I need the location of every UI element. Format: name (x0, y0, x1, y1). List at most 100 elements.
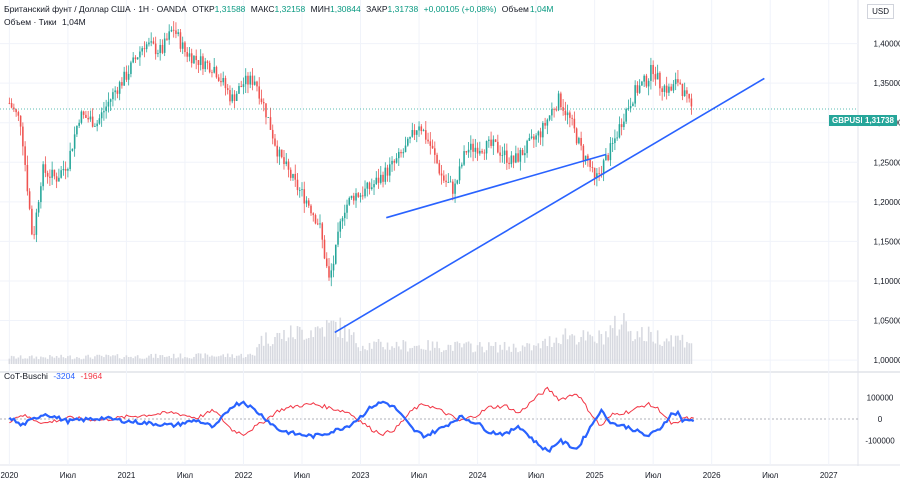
price-tick-label: 1,05000 (874, 317, 900, 326)
volume-legend[interactable]: Объем · Тики 1,04M (4, 17, 89, 27)
volume-bar (161, 355, 164, 364)
candle-body (267, 117, 270, 118)
cot-tick-label: -100000 (865, 437, 895, 446)
candle-body (118, 82, 121, 94)
candle-body (195, 55, 197, 61)
candle-body (625, 108, 627, 122)
candle-body (593, 167, 596, 178)
volume-bar (150, 353, 152, 364)
volume-bar (474, 351, 477, 364)
candle-body (310, 205, 312, 214)
volume-bar (679, 340, 681, 364)
candle-body (382, 174, 384, 182)
candle-body (499, 152, 501, 156)
volume-bar (231, 354, 234, 364)
candle-body (249, 75, 252, 85)
candle-body (560, 93, 562, 108)
volume-bar (58, 357, 60, 364)
candle-body (125, 71, 128, 80)
volume-bar (591, 336, 594, 364)
candle-body (231, 94, 234, 102)
candle-body (280, 149, 283, 158)
volume-bar (575, 344, 578, 364)
candle-body (24, 146, 26, 165)
candle-body (535, 135, 537, 140)
candle-body (265, 103, 267, 118)
volume-bar (28, 356, 31, 364)
volume-bar (582, 330, 585, 364)
candle-body (670, 86, 672, 91)
volume-bar (49, 355, 51, 364)
volume-bar (350, 334, 353, 364)
volume-bar (40, 356, 42, 364)
candle-body (199, 56, 202, 65)
cot-legend[interactable]: CoT-Buschi -3204 -1964 (4, 371, 105, 381)
candle-body (690, 98, 693, 107)
candle-body (425, 130, 427, 140)
candle-body (301, 189, 303, 191)
currency-button[interactable]: USD (867, 4, 894, 19)
volume-bar (62, 357, 65, 364)
candle-body (452, 181, 454, 194)
candle-body (519, 149, 522, 162)
candle-body (494, 139, 497, 142)
symbol-title[interactable]: Британский фунт / Доллар США · 1Н · OAND… (4, 4, 187, 14)
trendlines[interactable] (334, 77, 765, 334)
volume-bar (508, 346, 510, 364)
candle-body (566, 112, 569, 116)
candle-body (350, 195, 353, 198)
candle-body (100, 112, 103, 119)
volume-bar (260, 335, 263, 364)
candle-body (645, 75, 648, 87)
volume-bar (530, 350, 533, 364)
candle-body (316, 223, 319, 225)
volume-bar (409, 348, 411, 364)
volume-bar (44, 357, 47, 364)
candle-body (616, 137, 618, 139)
volume-bar (393, 347, 396, 364)
candle-body (46, 172, 49, 177)
candle-body (337, 231, 339, 245)
candle-body (258, 86, 261, 99)
volume-bar (303, 339, 306, 364)
candle-body (686, 90, 688, 94)
volume-bar (537, 343, 540, 364)
candle-body (377, 177, 380, 183)
candle-body (244, 75, 247, 85)
candle-body (440, 173, 443, 176)
volume-bar (483, 352, 486, 364)
candle-body (515, 153, 517, 163)
candle-body (388, 164, 391, 176)
volume-bar (663, 341, 666, 364)
volume-bar (134, 356, 137, 364)
volume-bar (402, 340, 405, 364)
volume-bar (488, 342, 490, 364)
axes: 1,00000 1,05000 1,10000 1,15000 1,20000 1,250… (0, 40, 900, 480)
volume-bar (283, 330, 285, 364)
volume-bar (436, 341, 438, 364)
candle-body (58, 177, 60, 182)
volume-bar (652, 341, 654, 364)
volume-bar (278, 332, 281, 364)
candle-body (683, 90, 686, 97)
candle-body (116, 90, 119, 94)
candle-body (445, 180, 447, 183)
candlesticks (0, 21, 858, 287)
candle-body (591, 167, 594, 168)
volume-bar (334, 321, 337, 364)
candle-body (618, 124, 621, 138)
volume-bar (271, 344, 274, 364)
volume-bar (130, 356, 132, 364)
candle-body (141, 48, 143, 52)
volume-bar (24, 358, 26, 364)
volume-bar (15, 358, 17, 364)
volume-bar (683, 347, 686, 364)
volume-bar (339, 317, 342, 364)
candle-body (211, 72, 213, 74)
volume-bar (226, 353, 229, 364)
volume-bar (139, 358, 141, 364)
candle-body (184, 42, 186, 53)
volume-bar (208, 356, 211, 364)
volume-bar (202, 358, 204, 364)
